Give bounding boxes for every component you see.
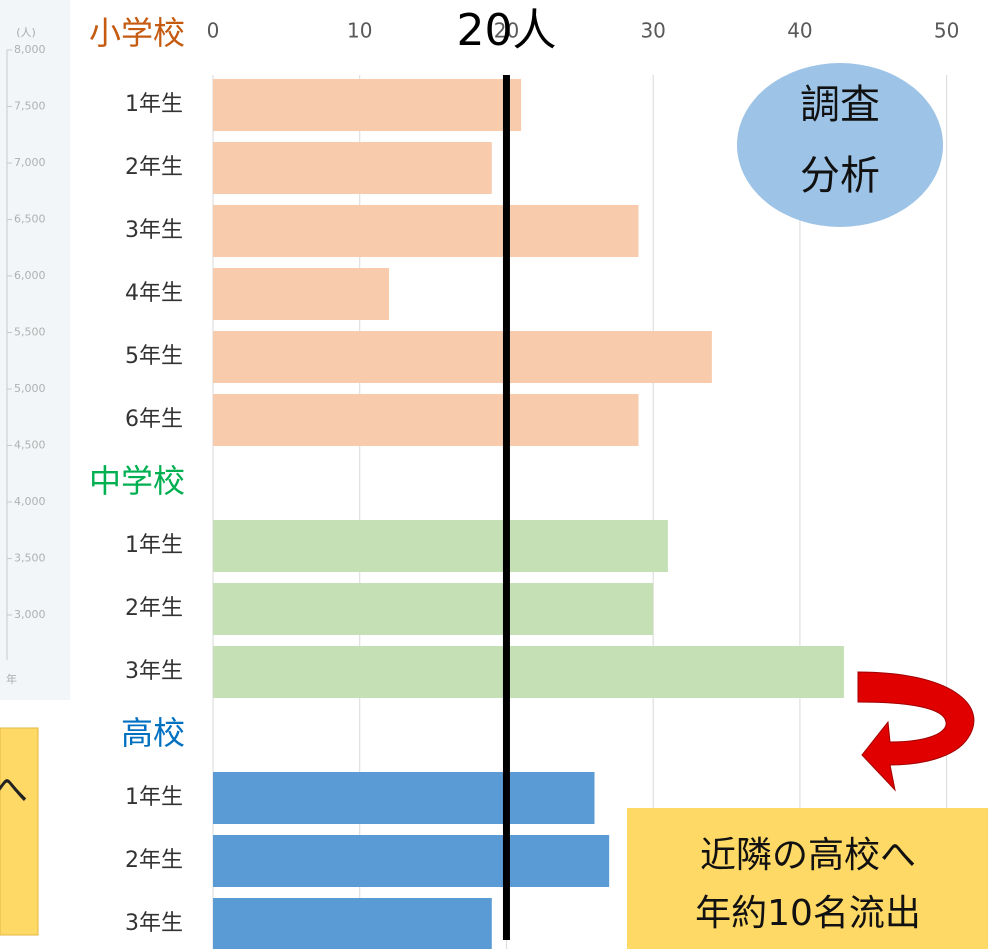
background-note-box [0, 727, 39, 936]
bar [213, 142, 492, 194]
background-unit-label: (人) [16, 26, 36, 39]
bar [213, 646, 844, 698]
note-text: 近隣の高校へ [700, 835, 916, 876]
background-tick-label: 8,000 [14, 43, 46, 56]
bubble-text: 調査 [800, 82, 880, 128]
bar [213, 268, 390, 320]
x-tick-label: 10 [347, 19, 372, 43]
category-label: 1年生 [125, 785, 183, 810]
background-x-label: 年 [6, 672, 17, 686]
x-tick-label: 40 [787, 19, 812, 43]
group-label: 高校 [121, 714, 185, 752]
category-label: 2年生 [125, 155, 183, 180]
reference-label: 20人 [456, 5, 556, 56]
bar [213, 394, 639, 446]
background-tick-label: 7,000 [14, 156, 46, 169]
bar [213, 331, 712, 383]
curved-arrow [857, 671, 975, 792]
category-label: 4年生 [125, 281, 183, 306]
background-tick-label: 6,500 [14, 213, 46, 226]
group-label: 小学校 [89, 14, 185, 52]
bar [213, 583, 654, 635]
x-tick-label: 0 [207, 19, 220, 43]
group-label: 中学校 [89, 462, 185, 500]
background-tick-label: 3,500 [14, 552, 46, 565]
x-tick-label: 50 [934, 19, 959, 43]
background-tick-label: 3,000 [14, 608, 46, 621]
background-panel [0, 0, 70, 700]
category-label: 6年生 [125, 407, 183, 432]
background-tick-label: 5,000 [14, 382, 46, 395]
category-label: 1年生 [125, 533, 183, 558]
plot: 8,000 7,500 7,000 6,500 6,000 5,500 5,000 4,500… [7, 5, 959, 949]
category-label: 5年生 [125, 344, 183, 369]
category-label: 3年生 [125, 659, 183, 684]
bar [213, 898, 492, 949]
background-tick-label: 6,000 [14, 269, 46, 282]
category-label: 3年生 [125, 911, 183, 936]
x-tick-label: 20 [494, 19, 519, 43]
bubble [737, 63, 943, 227]
bar [213, 520, 668, 572]
bar [213, 79, 522, 131]
bar [213, 205, 639, 257]
background-partial-text: へ [0, 770, 28, 811]
category-label: 1年生 [125, 92, 183, 117]
category-label: 3年生 [125, 218, 183, 243]
background-tick-label: 7,500 [14, 100, 46, 113]
note-box [627, 808, 988, 949]
category-label: 2年生 [125, 848, 183, 873]
bar [213, 772, 595, 824]
note-text: 年約10名流出 [695, 893, 921, 934]
background-tick-label: 4,500 [14, 439, 46, 452]
background-tick-label: 4,000 [14, 495, 46, 508]
x-tick-label: 30 [640, 19, 665, 43]
category-label: 2年生 [125, 596, 183, 621]
bar [213, 835, 610, 887]
bubble-text: 分析 [800, 153, 880, 199]
background-tick-label: 5,500 [14, 326, 46, 339]
